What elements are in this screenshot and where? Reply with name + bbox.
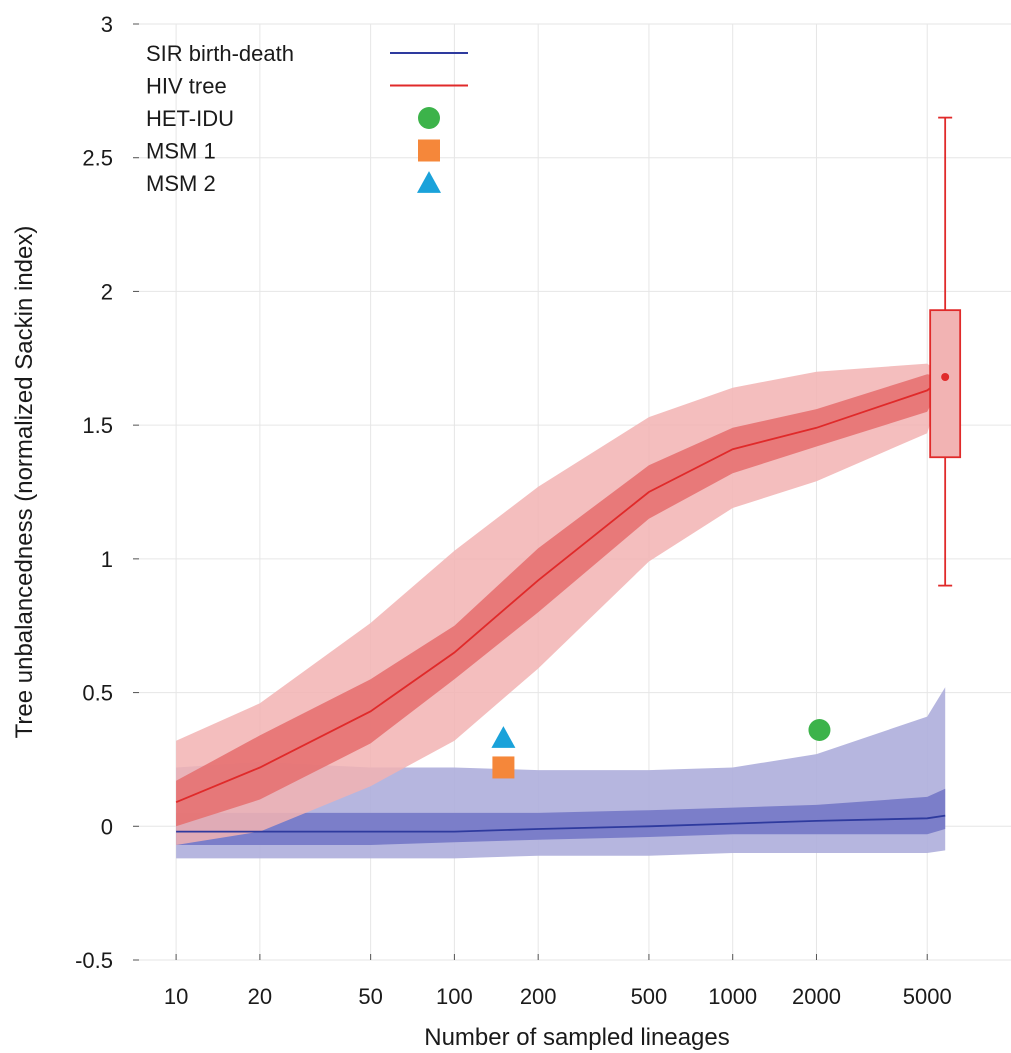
legend-label-het-idu: HET-IDU bbox=[146, 106, 234, 131]
legend-swatch-msm-1 bbox=[418, 139, 440, 162]
het-idu-point bbox=[808, 719, 831, 742]
y-tick-label: 1.5 bbox=[82, 413, 113, 438]
y-axis-label: Tree unbalancedness (normalized Sackin i… bbox=[11, 226, 38, 739]
x-tick-label: 20 bbox=[248, 984, 272, 1009]
x-tick-label: 50 bbox=[358, 984, 382, 1009]
y-tick-label: 0 bbox=[101, 814, 113, 839]
legend-label-msm-1: MSM 1 bbox=[146, 139, 216, 164]
x-tick-label: 200 bbox=[520, 984, 557, 1009]
boxplot-box bbox=[929, 309, 962, 459]
y-tick-label: -0.5 bbox=[75, 948, 113, 973]
legend-label-hiv-tree: HIV tree bbox=[146, 74, 227, 99]
data-points bbox=[491, 719, 831, 779]
x-tick-label: 5000 bbox=[903, 984, 952, 1009]
y-tick-label: 0.5 bbox=[82, 681, 113, 706]
sir-median-line bbox=[176, 814, 946, 833]
legend-label-sir-birth-death: SIR birth-death bbox=[146, 41, 294, 66]
msm-1-point bbox=[492, 756, 515, 779]
legend-swatch-het-idu bbox=[418, 107, 440, 129]
boxplot bbox=[929, 116, 962, 587]
hiv-median-line bbox=[175, 376, 946, 804]
x-tick-label: 500 bbox=[631, 984, 668, 1009]
y-tick-label: 3 bbox=[101, 12, 113, 37]
x-axis-label: Number of sampled lineages bbox=[424, 1024, 730, 1051]
legend-swatch-msm-2 bbox=[417, 171, 441, 193]
y-tick-label: 2.5 bbox=[82, 146, 113, 171]
axes: -0.5 0 0.5 1 1.5 2 2.5 3 10 20 50 100 200 500 1000 2000… bbox=[75, 12, 952, 1009]
y-tick-label: 2 bbox=[101, 279, 113, 304]
x-tick-label: 10 bbox=[164, 984, 188, 1009]
series-lines bbox=[175, 376, 946, 833]
legend: SIR birth-death HIV tree HET-IDU MSM 1 MSM 2 bbox=[146, 41, 468, 196]
boxplot-median-dot bbox=[941, 373, 950, 382]
legend-label-msm-2: MSM 2 bbox=[146, 171, 216, 196]
x-tick-label: 2000 bbox=[792, 984, 841, 1009]
confidence-bands bbox=[176, 363, 946, 859]
msm-2-point bbox=[491, 726, 516, 748]
x-tick-label: 1000 bbox=[708, 984, 757, 1009]
x-tick-label: 100 bbox=[436, 984, 473, 1009]
y-tick-label: 1 bbox=[101, 547, 113, 572]
